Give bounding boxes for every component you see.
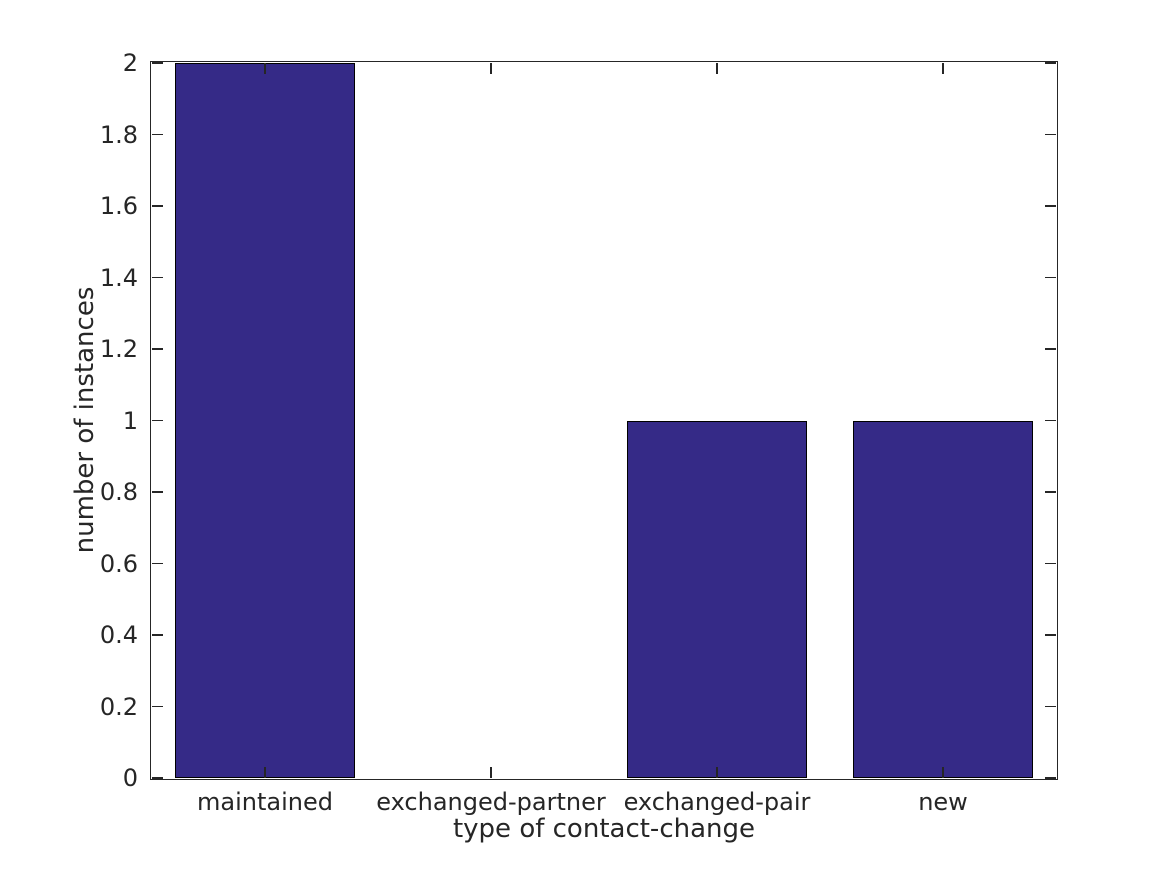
- tick-mark: [490, 767, 492, 778]
- y-tick-label-0.8: 0.8: [99, 478, 138, 506]
- y-tick-label-0.2: 0.2: [99, 692, 138, 721]
- plot-area: [150, 61, 1058, 780]
- tick-mark: [264, 63, 266, 74]
- tick-mark: [942, 63, 944, 74]
- tick-mark: [152, 276, 163, 279]
- tick-mark: [1045, 205, 1056, 207]
- tick-mark: [1045, 562, 1056, 565]
- y-tick-label-1.2: 1.2: [99, 335, 138, 363]
- tick-mark: [152, 133, 163, 136]
- tick-mark: [1045, 777, 1056, 779]
- y-axis-label: number of instances: [70, 286, 100, 554]
- tick-mark: [1045, 705, 1056, 708]
- tick-mark: [264, 767, 266, 778]
- y-tick-label-0.6: 0.6: [99, 549, 138, 578]
- y-tick-label-1: 1: [122, 406, 138, 435]
- y-tick-label-2: 2: [122, 49, 138, 77]
- tick-mark: [152, 562, 163, 565]
- tick-mark: [152, 348, 163, 350]
- tick-mark: [152, 777, 163, 779]
- bar-exchanged-pair: [626, 420, 808, 778]
- tick-mark: [490, 63, 492, 74]
- tick-mark: [152, 419, 163, 422]
- tick-mark: [1045, 348, 1056, 350]
- tick-mark: [1045, 276, 1056, 279]
- tick-mark: [1045, 634, 1056, 636]
- tick-mark: [716, 767, 718, 778]
- x-axis-label: type of contact-change: [452, 814, 756, 844]
- bar-new: [852, 420, 1034, 778]
- tick-mark: [1045, 491, 1056, 493]
- bar-maintained: [174, 63, 356, 778]
- tick-mark: [152, 705, 163, 708]
- tick-mark: [152, 634, 163, 636]
- x-tick-label-maintained: maintained: [197, 788, 333, 816]
- tick-mark: [1045, 133, 1056, 136]
- tick-mark: [152, 205, 163, 207]
- x-tick-label-exchanged-partner: exchanged-partner: [376, 788, 606, 816]
- tick-mark: [152, 491, 163, 493]
- x-tick-label-new: new: [918, 788, 968, 816]
- y-tick-label-0.4: 0.4: [99, 621, 138, 649]
- tick-mark: [716, 63, 718, 74]
- y-tick-label-0: 0: [122, 764, 138, 792]
- y-tick-label-1.6: 1.6: [99, 192, 138, 220]
- tick-mark: [942, 767, 944, 778]
- y-tick-label-1.8: 1.8: [99, 120, 138, 149]
- tick-mark: [152, 62, 163, 64]
- x-tick-label-exchanged-pair: exchanged-pair: [623, 788, 811, 816]
- tick-mark: [1045, 419, 1056, 422]
- tick-mark: [1045, 62, 1056, 64]
- y-tick-label-1.4: 1.4: [99, 263, 138, 292]
